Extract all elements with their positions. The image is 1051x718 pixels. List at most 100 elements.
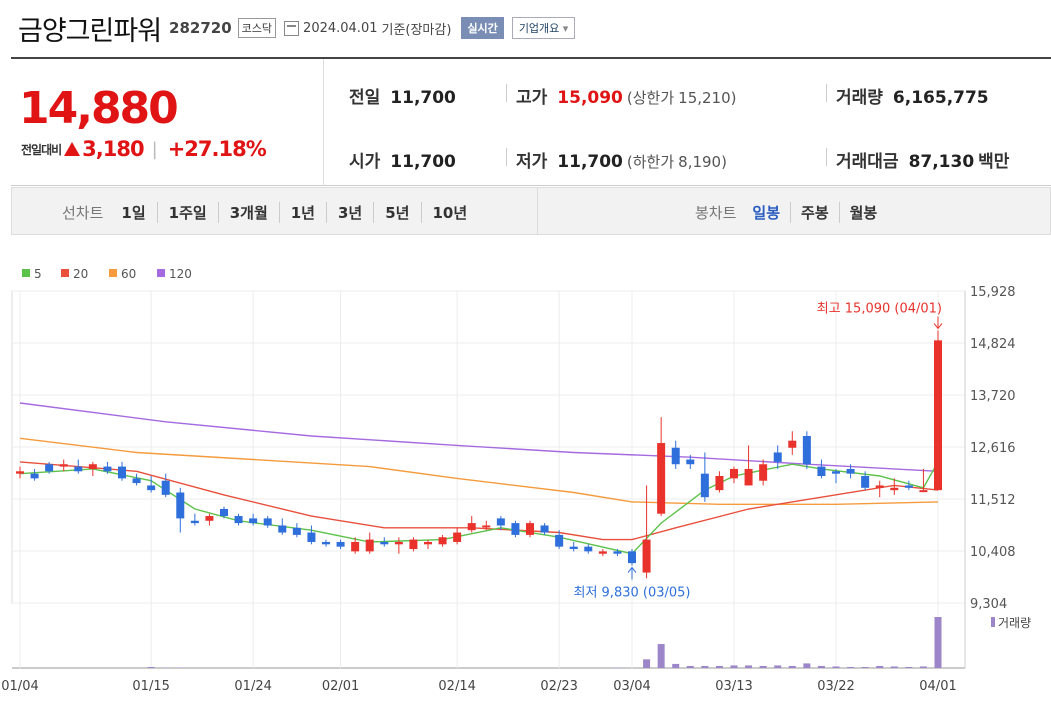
candle bbox=[147, 485, 156, 491]
volume-bar bbox=[643, 659, 651, 668]
candle bbox=[686, 459, 695, 465]
legend-swatch bbox=[22, 269, 30, 277]
candle bbox=[45, 464, 54, 472]
volume-bar bbox=[147, 666, 155, 668]
low-label: 저가 bbox=[516, 152, 548, 172]
tab-5y[interactable]: 5년 bbox=[373, 202, 420, 223]
chart-tab-bar: 선차트 1일 1주일 3개월 1년 3년 5년 10년 봉차트 일봉 주봉 월봉 bbox=[11, 187, 1051, 235]
open-value: 11,700 bbox=[390, 152, 456, 172]
high-price: 고가 15,090 (상한가 15,210) bbox=[516, 83, 737, 108]
y-tick-label: 15,928 bbox=[970, 285, 1016, 300]
change-label: 전일대비 bbox=[21, 142, 62, 157]
volume-bar bbox=[934, 617, 942, 668]
candle bbox=[875, 485, 884, 488]
upper-limit-value: 15,210) bbox=[678, 89, 737, 107]
candle bbox=[234, 516, 243, 524]
candle bbox=[832, 471, 840, 474]
x-tick-label: 04/01 bbox=[919, 679, 956, 694]
legend-label: 60 bbox=[121, 267, 136, 281]
volume-bar bbox=[745, 665, 753, 668]
y-tick-label: 10,408 bbox=[970, 545, 1016, 560]
price-summary: 14,880 전일대비 3,180 | +27.18% 전일 11,700 고가 1… bbox=[11, 57, 1051, 186]
volume-bar bbox=[715, 665, 723, 668]
company-info-label: 기업개요 bbox=[518, 22, 560, 35]
prev-close-label: 전일 bbox=[349, 88, 381, 108]
tab-1w[interactable]: 1주일 bbox=[156, 202, 218, 223]
candle bbox=[773, 452, 782, 462]
candle-chart-tabs: 봉차트 일봉 주봉 월봉 bbox=[695, 202, 887, 223]
candle bbox=[802, 435, 811, 465]
candle bbox=[671, 447, 680, 465]
volume-legend-swatch bbox=[991, 617, 995, 627]
ma5-line bbox=[19, 461, 939, 555]
high-annotation: 최고 15,090 (04/01) bbox=[817, 301, 942, 316]
change-percent: +27.18% bbox=[167, 137, 267, 161]
legend-label: 5 bbox=[34, 267, 42, 281]
x-tick-label: 03/13 bbox=[715, 679, 752, 694]
y-tick-label: 12,616 bbox=[970, 441, 1016, 456]
candle bbox=[700, 473, 709, 498]
volume-bar bbox=[759, 665, 767, 668]
tab-3m[interactable]: 3개월 bbox=[217, 202, 279, 223]
stock-chart: 15,928 14,824 13,720 12,616 11,512 10,408 9,30… bbox=[0, 240, 1051, 718]
trade-amount-value: 87,130 bbox=[908, 152, 975, 172]
candle bbox=[365, 539, 374, 552]
volume-bar bbox=[876, 665, 884, 668]
ma120-line bbox=[19, 402, 939, 472]
legend-swatch bbox=[109, 269, 117, 277]
divider bbox=[506, 84, 507, 102]
trade-amount-unit: 백만 bbox=[978, 152, 1010, 172]
candle bbox=[569, 546, 578, 550]
y-tick-label: 9,304 bbox=[970, 597, 1007, 612]
candle bbox=[657, 443, 666, 514]
tab-monthly[interactable]: 월봉 bbox=[838, 202, 888, 223]
y-tick-label: 11,512 bbox=[970, 493, 1016, 508]
low-value: 11,700 bbox=[557, 152, 623, 172]
candle-chart-label: 봉차트 bbox=[695, 204, 737, 222]
candle bbox=[103, 466, 112, 472]
x-tick-label: 02/23 bbox=[540, 679, 577, 694]
x-tick-label: 02/01 bbox=[322, 679, 359, 694]
prev-close: 전일 11,700 bbox=[349, 83, 456, 108]
candle bbox=[336, 541, 345, 547]
candle bbox=[74, 466, 83, 472]
line-chart-tabs: 선차트 1일 1주일 3개월 1년 3년 5년 10년 bbox=[62, 202, 478, 223]
candle bbox=[322, 541, 330, 545]
company-info-button[interactable]: 기업개요 ▾ bbox=[511, 17, 576, 39]
tab-3y[interactable]: 3년 bbox=[326, 202, 373, 223]
candle bbox=[161, 480, 170, 495]
tab-1y[interactable]: 1년 bbox=[278, 202, 326, 223]
low-price: 저가 11,700 (하한가 8,190) bbox=[516, 147, 727, 172]
candle bbox=[904, 485, 913, 488]
candle bbox=[16, 471, 24, 474]
volume-bar bbox=[774, 665, 782, 668]
candle bbox=[380, 541, 389, 545]
change-amount: 3,180 bbox=[82, 137, 144, 161]
candle bbox=[59, 464, 68, 467]
candle bbox=[555, 534, 564, 547]
tab-10y[interactable]: 10년 bbox=[420, 202, 479, 223]
candle bbox=[788, 440, 797, 448]
candlestick-chart: 15,928 14,824 13,720 12,616 11,512 10,408 9,30… bbox=[1, 267, 1031, 694]
divider bbox=[826, 148, 827, 166]
candle bbox=[30, 473, 39, 479]
high-value: 15,090 bbox=[557, 88, 623, 108]
candle bbox=[263, 518, 272, 526]
tab-daily[interactable]: 일봉 bbox=[752, 204, 781, 222]
tab-1d[interactable]: 1일 bbox=[121, 204, 146, 222]
volume-bar bbox=[847, 666, 855, 668]
high-label: 고가 bbox=[516, 88, 548, 108]
realtime-button[interactable]: 실시간 bbox=[461, 17, 504, 39]
volume-bar bbox=[730, 665, 738, 668]
volume-bar bbox=[686, 665, 694, 668]
x-tick-label: 03/22 bbox=[817, 679, 854, 694]
candle bbox=[584, 546, 593, 552]
candle bbox=[409, 539, 418, 550]
legend-swatch bbox=[61, 269, 69, 277]
candle bbox=[132, 478, 141, 484]
legend-label: 20 bbox=[73, 267, 88, 281]
tab-weekly[interactable]: 주봉 bbox=[790, 202, 839, 223]
volume-bar bbox=[803, 663, 811, 668]
low-arrow-head bbox=[627, 566, 637, 573]
candle bbox=[759, 464, 768, 481]
